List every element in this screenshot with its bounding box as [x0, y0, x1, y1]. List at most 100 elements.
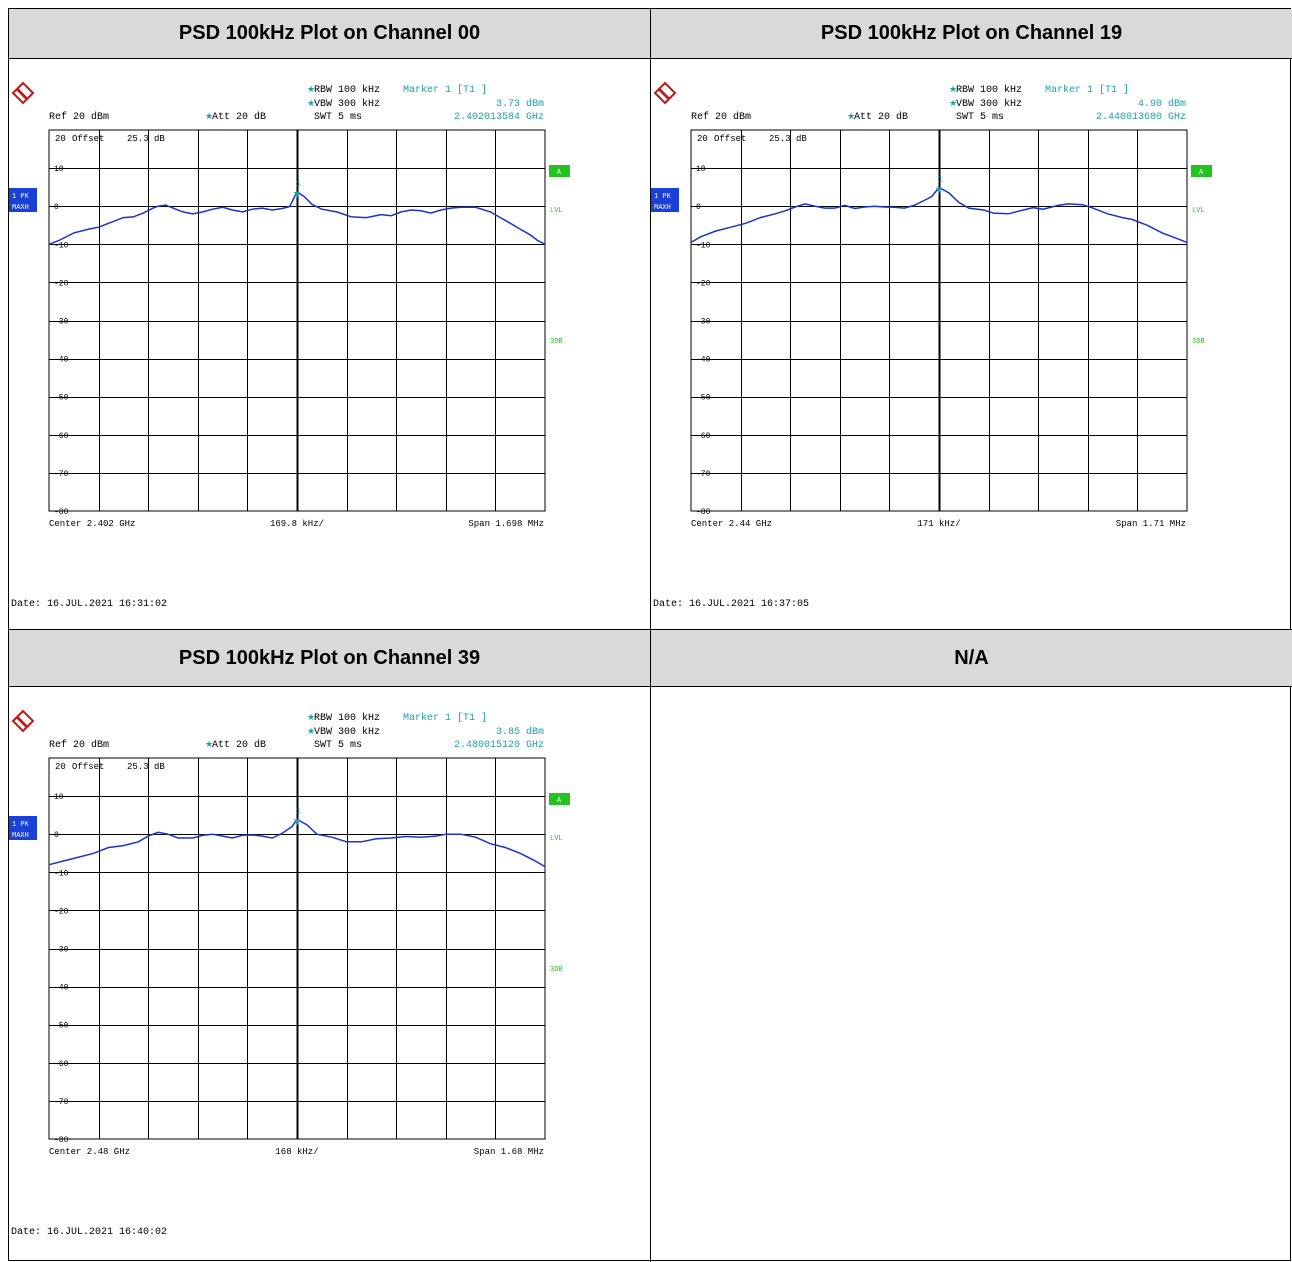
vbw-star-icon: ★ [307, 99, 315, 109]
per-division-label: 171 kHz/ [917, 519, 960, 529]
rbw-star-icon: ★ [949, 85, 957, 95]
logo-stripe [16, 88, 28, 100]
marker-1-triangle [294, 191, 300, 198]
marker-frequency-readout: 2.402013584 GHz [454, 112, 544, 123]
spectrum-plot-ch19: Ref 20 dBm ★ Att 20 dB ★ RBW 100 kHz ★ VBW 300… [651, 60, 1291, 620]
ref-level-label: Ref 20 dBm [49, 739, 109, 751]
offset-label: Offset [714, 134, 746, 144]
per-division-label: 169.8 kHz/ [270, 519, 324, 529]
rbw-star-icon: ★ [307, 713, 315, 723]
y-tick-label: 0 [54, 831, 59, 840]
attenuation-label: Att 20 dB [854, 111, 908, 123]
y-tick-label: -40 [54, 356, 69, 365]
vbw-label: VBW 300 kHz [956, 98, 1022, 110]
y-tick-label: -30 [54, 318, 69, 327]
y-tick-label: 10 [54, 165, 64, 174]
offset-value: 25.3 dB [127, 134, 165, 144]
right-label-a: A [1199, 169, 1204, 177]
y-tick-label: -50 [54, 1022, 69, 1031]
marker-level-readout: 4.90 dBm [1138, 98, 1186, 110]
marker-title: Marker 1 [T1 ] [403, 712, 487, 724]
rbw-label: RBW 100 kHz [314, 84, 380, 96]
right-label-lvl: LVL [550, 207, 563, 215]
psd-trace [690, 186, 1188, 244]
y-tick-label: -20 [54, 279, 69, 288]
y-tick-label: -70 [696, 470, 711, 479]
y-tick-label: 0 [696, 203, 701, 212]
y-tick-label: -20 [54, 907, 69, 916]
y-tick-label: 0 [54, 203, 59, 212]
rohde-schwarz-logo-icon [11, 709, 35, 733]
span-label: Span 1.698 MHz [468, 519, 544, 529]
y-tick-label: -20 [696, 279, 711, 288]
span-label: Span 1.68 MHz [474, 1147, 544, 1157]
y-tick-label: -40 [696, 356, 711, 365]
trace-badge [9, 188, 37, 212]
right-label-lvl: LVL [1192, 207, 1205, 215]
date-stamp: Date: 16.JUL.2021 16:40:02 [11, 1227, 167, 1238]
ref-level-label: Ref 20 dBm [691, 111, 751, 123]
marker-frequency-readout: 2.480015120 GHz [454, 740, 544, 751]
marker-frequency-readout: 2.440013680 GHz [1096, 112, 1186, 123]
trace-badge-mode: MAXH [12, 204, 29, 212]
rohde-schwarz-logo-icon [653, 81, 677, 105]
marker-title: Marker 1 [T1 ] [403, 84, 487, 96]
y-tick-label: -40 [54, 984, 69, 993]
y-tick-label: -30 [54, 946, 69, 955]
marker-level-readout: 3.73 dBm [496, 98, 544, 110]
ref-tick-label: 20 [55, 762, 66, 772]
offset-label: Offset [72, 762, 104, 772]
y-tick-label: -60 [54, 432, 69, 441]
y-tick-label: 10 [696, 165, 706, 174]
y-tick-label: -60 [54, 1060, 69, 1069]
offset-value: 25.3 dB [769, 134, 807, 144]
display-line-badge [549, 793, 570, 805]
trace-badge [651, 188, 679, 212]
psd-trace [48, 818, 546, 868]
spectrum-svg: Ref 20 dBm ★Att 20 dB★RBW 100 kHz★VBW 300… [9, 709, 570, 1238]
spectrum-plot-ch00: Ref 20 dBm ★ Att 20 dB ★ RBW 100 kHz ★ VBW 300… [9, 60, 649, 620]
center-frequency-label: Center 2.402 GHz [49, 519, 135, 529]
y-tick-label: -60 [696, 432, 711, 441]
trace-badge-mode: MAXH [654, 204, 671, 212]
per-division-label: 168 kHz/ [275, 1147, 318, 1157]
ref-tick-label: 20 [55, 134, 66, 144]
cell-header-ch19: PSD 100kHz Plot on Channel 19 [651, 9, 1292, 59]
sweep-time-label: SWT 5 ms [956, 112, 1004, 123]
trace-badge-detector: 1 PK [12, 193, 30, 201]
rbw-label: RBW 100 kHz [314, 712, 380, 724]
cell-header-ch39: PSD 100kHz Plot on Channel 39 [9, 630, 650, 687]
right-label-a: A [557, 169, 562, 177]
rbw-star-icon: ★ [307, 85, 315, 95]
rohde-schwarz-logo-icon [11, 81, 35, 105]
vbw-label: VBW 300 kHz [314, 98, 380, 110]
y-tick-label: -70 [54, 470, 69, 479]
y-tick-label: -50 [54, 394, 69, 403]
sweep-time-label: SWT 5 ms [314, 112, 362, 123]
rbw-label: RBW 100 kHz [956, 84, 1022, 96]
y-tick-label: -30 [696, 318, 711, 327]
trace-badge-detector: 1 PK [654, 193, 672, 201]
trace-badge-mode: MAXH [12, 832, 29, 840]
attenuation-label: Att 20 dB [212, 739, 266, 751]
psd-trace [48, 190, 546, 246]
row-divider [9, 629, 1292, 630]
center-frequency-label: Center 2.44 GHz [691, 519, 772, 529]
y-tick-label: -80 [54, 508, 69, 517]
attenuation-label: Att 20 dB [212, 111, 266, 123]
att-star-icon: ★ [205, 740, 213, 750]
cell-header-ch00: PSD 100kHz Plot on Channel 00 [9, 9, 650, 59]
vbw-label: VBW 300 kHz [314, 726, 380, 738]
date-stamp: Date: 16.JUL.2021 16:31:02 [11, 599, 167, 610]
right-label-lvl: LVL [550, 835, 563, 843]
center-frequency-label: Center 2.48 GHz [49, 1147, 130, 1157]
display-line-badge [549, 165, 570, 177]
ref-level-label: Ref 20 dBm [49, 111, 109, 123]
marker-title: Marker 1 [T1 ] [1045, 84, 1129, 96]
logo-stripe [16, 716, 28, 728]
y-tick-label: -10 [54, 869, 69, 878]
trace-badge-detector: 1 PK [12, 821, 30, 829]
right-label-3db: 3DB [550, 338, 563, 346]
marker-1-label: 1 [938, 176, 943, 185]
marker-1-triangle [936, 187, 942, 194]
